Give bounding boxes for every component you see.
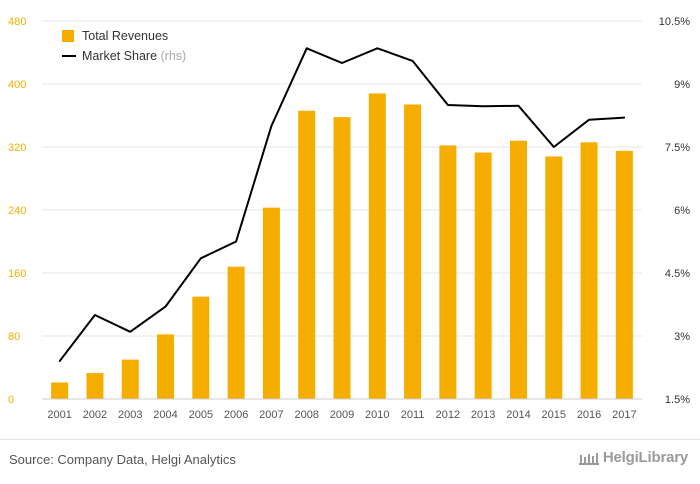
legend-label-revenues: Total Revenues xyxy=(82,29,168,43)
x-tick-label: 2006 xyxy=(224,409,248,421)
market-share-point-2011 xyxy=(411,60,414,62)
market-share-point-2002 xyxy=(94,314,96,316)
y-right-tick-label: 1.5% xyxy=(665,394,690,406)
market-share-point-2016 xyxy=(588,118,590,121)
market-share-point-2009 xyxy=(341,62,343,64)
bar-2005 xyxy=(192,296,210,399)
x-tick-label: 2007 xyxy=(259,409,283,421)
market-share-point-2012 xyxy=(447,104,449,106)
y-left-tick-label: 240 xyxy=(8,205,26,217)
bar-2008 xyxy=(298,110,316,400)
bar-2015 xyxy=(545,156,563,399)
market-share-point-2008 xyxy=(305,47,308,50)
x-tick-label: 2001 xyxy=(47,409,71,421)
bar-2001 xyxy=(51,382,69,399)
x-tick-label: 2017 xyxy=(612,409,636,421)
market-share-line xyxy=(58,47,626,363)
x-tick-label: 2004 xyxy=(153,409,177,421)
y-right-tick-label: 6% xyxy=(674,205,690,217)
y-left-tick-label: 160 xyxy=(8,268,26,280)
bar-2017 xyxy=(615,150,633,399)
bar-2016 xyxy=(580,142,598,399)
bar-2013 xyxy=(474,152,492,399)
bar-2004 xyxy=(157,334,175,399)
y-right-tick-label: 9% xyxy=(674,79,690,91)
x-tick-label: 2016 xyxy=(577,409,601,421)
x-tick-label: 2012 xyxy=(436,409,460,421)
y-right-tick-label: 10.5% xyxy=(659,16,690,28)
market-share-point-2006 xyxy=(235,240,237,243)
revenue-bars xyxy=(51,93,633,400)
source-note: Source: Company Data, Helgi Analytics xyxy=(9,452,236,467)
bar-2011 xyxy=(404,104,422,399)
y-left-tick-label: 480 xyxy=(8,16,26,28)
bar-2002 xyxy=(86,373,104,399)
legend-market-share-name: Market Share xyxy=(82,49,157,63)
y-left-tick-label: 0 xyxy=(8,394,14,406)
bar-2014 xyxy=(509,140,527,399)
footer: Source: Company Data, Helgi Analytics He… xyxy=(0,439,700,484)
market-share-point-2015 xyxy=(552,146,555,148)
x-tick-label: 2015 xyxy=(542,409,566,421)
y-right-tick-label: 3% xyxy=(674,331,690,343)
y-left-tick-label: 400 xyxy=(8,79,26,91)
helgi-library-logo[interactable]: HelgiLibrary xyxy=(578,449,688,466)
market-share-point-2013 xyxy=(482,105,484,108)
y-right-tick-label: 7.5% xyxy=(665,142,690,154)
legend-label-market-share: Market Share (rhs) xyxy=(82,49,186,63)
market-share-point-2007 xyxy=(270,125,273,127)
market-share-point-2010 xyxy=(376,47,379,50)
market-share-point-2014 xyxy=(517,105,520,107)
bar-2009 xyxy=(333,117,351,399)
x-tick-label: 2005 xyxy=(189,409,213,421)
bar-2003 xyxy=(121,359,139,399)
bar-2007 xyxy=(262,207,280,399)
logo-text: HelgiLibrary xyxy=(602,449,688,466)
x-tick-label: 2010 xyxy=(365,409,389,421)
y-right-tick-label: 4.5% xyxy=(665,268,690,280)
x-tick-label: 2008 xyxy=(294,409,318,421)
chart-area: 0 1.5% 80 3% 160 4.5% 240 6% 320 7.5% 400 9% 480 10.5… xyxy=(8,16,690,421)
x-tick-label: 2013 xyxy=(471,409,495,421)
bar-2006 xyxy=(227,266,245,399)
bar-2012 xyxy=(439,145,457,399)
x-tick-label: 2003 xyxy=(118,409,142,421)
x-tick-label: 2011 xyxy=(401,409,425,421)
x-tick-label: 2002 xyxy=(83,409,107,421)
y-left-tick-label: 320 xyxy=(8,142,26,154)
market-share-point-2005 xyxy=(200,257,202,260)
bar-2010 xyxy=(368,93,386,399)
market-share-point-2003 xyxy=(129,331,132,333)
x-tick-label: 2014 xyxy=(506,409,530,421)
x-tick-label: 2009 xyxy=(330,409,354,421)
library-building-icon xyxy=(578,452,599,465)
market-share-point-2017 xyxy=(623,116,626,119)
market-share-point-2001 xyxy=(58,360,61,363)
legend: Total Revenues Market Share (rhs) xyxy=(62,29,186,63)
legend-rhs-suffix: (rhs) xyxy=(161,49,187,63)
legend-swatch-revenues xyxy=(62,30,74,42)
market-share-point-2004 xyxy=(164,305,167,308)
axes: 0 1.5% 80 3% 160 4.5% 240 6% 320 7.5% 400 9% 480 10.5… xyxy=(8,16,690,421)
y-left-tick-label: 80 xyxy=(8,331,20,343)
